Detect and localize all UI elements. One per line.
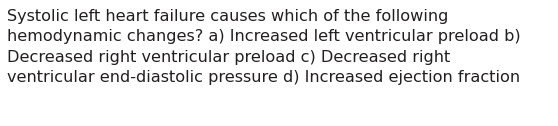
Text: Systolic left heart failure causes which of the following
hemodynamic changes? a: Systolic left heart failure causes which… [7, 9, 521, 85]
